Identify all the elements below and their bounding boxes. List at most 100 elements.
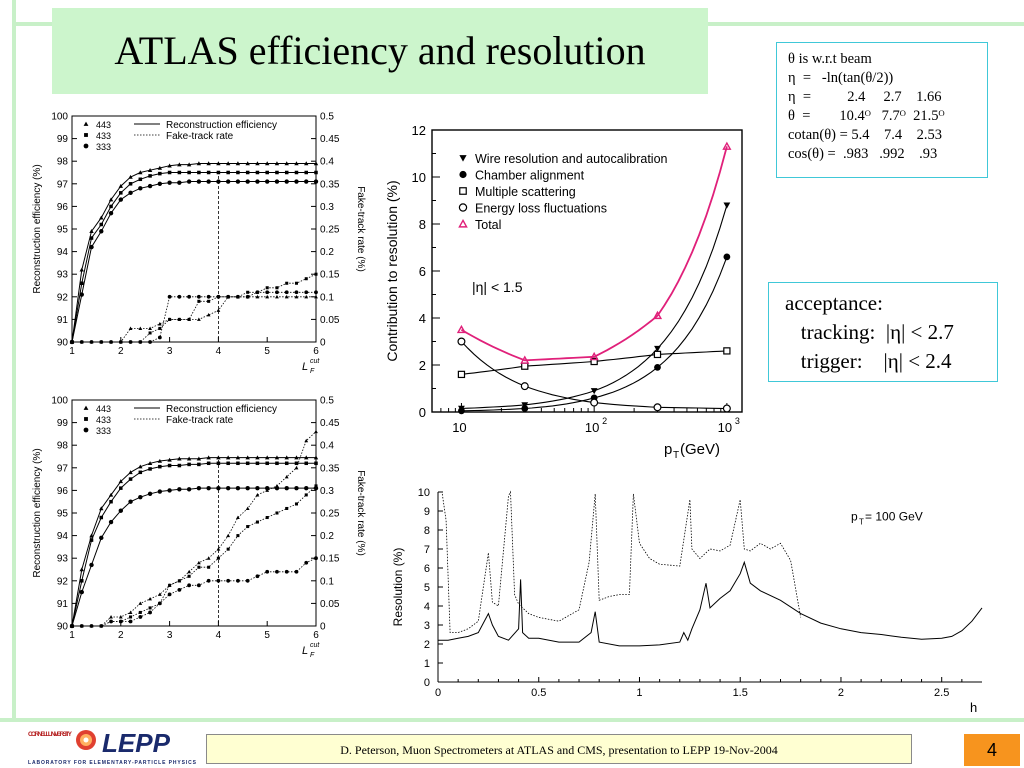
efficiency-point bbox=[99, 506, 104, 511]
x-tick-label: 1.5 bbox=[733, 687, 748, 699]
y-tick-label: 95 bbox=[57, 225, 69, 236]
efficiency-point bbox=[274, 455, 280, 460]
contribution-point bbox=[653, 350, 662, 359]
efficiency-point bbox=[99, 222, 104, 227]
efficiency-point bbox=[138, 494, 143, 500]
fake-rate-point bbox=[118, 619, 123, 624]
x-axis-label-sup: cut bbox=[310, 358, 320, 365]
momentum-annotation-sub: T bbox=[859, 518, 864, 527]
fake-rate-point bbox=[246, 525, 250, 529]
fake-rate-point bbox=[196, 583, 201, 588]
fake-rate-point bbox=[245, 294, 250, 299]
efficiency-point bbox=[177, 170, 182, 175]
fake-rate-point bbox=[216, 556, 220, 560]
contribution-point bbox=[654, 345, 661, 352]
fake-rate-point bbox=[109, 619, 113, 624]
efficiency-point bbox=[226, 461, 230, 466]
legend-marker bbox=[83, 405, 89, 410]
fake-rate-point bbox=[226, 533, 231, 538]
y-tick-label: 98 bbox=[57, 441, 69, 452]
legend-marker bbox=[84, 133, 88, 137]
efficiency-line bbox=[71, 172, 316, 343]
fake-rate-point bbox=[275, 290, 279, 295]
fake-rate-point bbox=[265, 516, 269, 520]
efficiency-point bbox=[99, 229, 104, 234]
efficiency-point bbox=[196, 456, 202, 461]
fake-rate-point bbox=[236, 534, 240, 538]
efficiency-point bbox=[79, 589, 84, 595]
efficiency-point bbox=[304, 170, 308, 175]
fake-rate-point bbox=[314, 556, 318, 561]
fake-rate-point bbox=[265, 488, 270, 492]
efficiency-point bbox=[186, 487, 192, 492]
efficiency-point bbox=[314, 461, 318, 466]
efficiency-point bbox=[99, 215, 104, 220]
efficiency-point bbox=[167, 457, 172, 462]
legend-marker-label: 333 bbox=[96, 142, 111, 152]
efficiency-point bbox=[304, 161, 309, 166]
efficiency-point bbox=[108, 492, 114, 497]
efficiency-point bbox=[89, 229, 94, 234]
fake-rate-point bbox=[118, 615, 123, 619]
legend-marker-label: 433 bbox=[96, 415, 111, 425]
legend-marker bbox=[459, 187, 467, 195]
efficiency-point bbox=[314, 170, 318, 175]
y2-axis-label: Fake-track rate (%) bbox=[355, 186, 366, 272]
legend-marker bbox=[459, 170, 467, 179]
efficiency-point bbox=[255, 455, 260, 460]
eta-cut-annotation: |η| < 1.5 bbox=[472, 279, 523, 295]
efficiency-point bbox=[186, 162, 192, 167]
contribution-point bbox=[521, 362, 529, 370]
efficiency-point bbox=[177, 463, 182, 468]
efficiency-point bbox=[167, 488, 172, 493]
efficiency-point bbox=[206, 461, 211, 466]
fake-rate-point bbox=[196, 560, 201, 565]
efficiency-point bbox=[206, 170, 211, 175]
legend-marker bbox=[83, 427, 89, 433]
definition-line: θ = 10.4ᴼ 7.7ᴼ 21.5ᴼ bbox=[788, 108, 945, 124]
efficiency-point bbox=[284, 170, 289, 175]
contribution-point bbox=[590, 388, 598, 395]
fake-rate-point bbox=[304, 438, 309, 443]
contribution-point bbox=[521, 405, 529, 412]
efficiency-point bbox=[89, 538, 94, 542]
efficiency-point bbox=[225, 179, 231, 184]
x-tick-label: 1 bbox=[69, 630, 75, 641]
x-tick-label: 0.5 bbox=[531, 687, 546, 699]
fake-rate-point bbox=[284, 294, 289, 299]
fake-rate-point bbox=[89, 624, 94, 628]
fake-rate-point bbox=[79, 340, 84, 344]
y2-tick-label: 0.45 bbox=[320, 418, 340, 429]
efficiency-point bbox=[196, 179, 202, 184]
fake-rate-point bbox=[206, 578, 211, 583]
efficiency-point bbox=[187, 170, 191, 175]
y2-tick-label: 0.35 bbox=[320, 179, 340, 190]
efficiency-point bbox=[196, 161, 202, 166]
fake-rate-point bbox=[187, 294, 192, 299]
y-tick-label: 6 bbox=[419, 264, 426, 279]
y2-tick-label: 0.4 bbox=[320, 441, 334, 452]
y2-tick-label: 0.25 bbox=[320, 509, 340, 520]
fake-rate-point bbox=[70, 624, 74, 628]
fake-rate-point bbox=[314, 484, 318, 488]
fake-rate-line bbox=[72, 557, 317, 627]
x-tick-label: 4 bbox=[216, 346, 222, 357]
x-tick-label: 3 bbox=[167, 346, 173, 357]
fake-rate-point bbox=[304, 294, 309, 299]
contribution-point bbox=[654, 363, 661, 371]
y-tick-label: 94 bbox=[57, 531, 69, 542]
x-axis-label-sub: T bbox=[673, 450, 679, 461]
fake-rate-point bbox=[177, 587, 182, 592]
fake-rate-point bbox=[236, 515, 240, 520]
x-tick-label-sup: 3 bbox=[735, 416, 740, 426]
efficiency-point bbox=[255, 161, 260, 166]
fake-rate-point bbox=[275, 483, 279, 488]
efficiency-point bbox=[294, 179, 299, 184]
efficiency-point bbox=[313, 179, 319, 184]
efficiency-point bbox=[206, 161, 211, 166]
efficiency-point bbox=[118, 508, 124, 513]
fake-rate-point bbox=[187, 317, 191, 321]
legend-label: Energy loss fluctuations bbox=[475, 202, 607, 216]
efficiency-point bbox=[147, 461, 153, 466]
efficiency-point bbox=[99, 535, 104, 541]
